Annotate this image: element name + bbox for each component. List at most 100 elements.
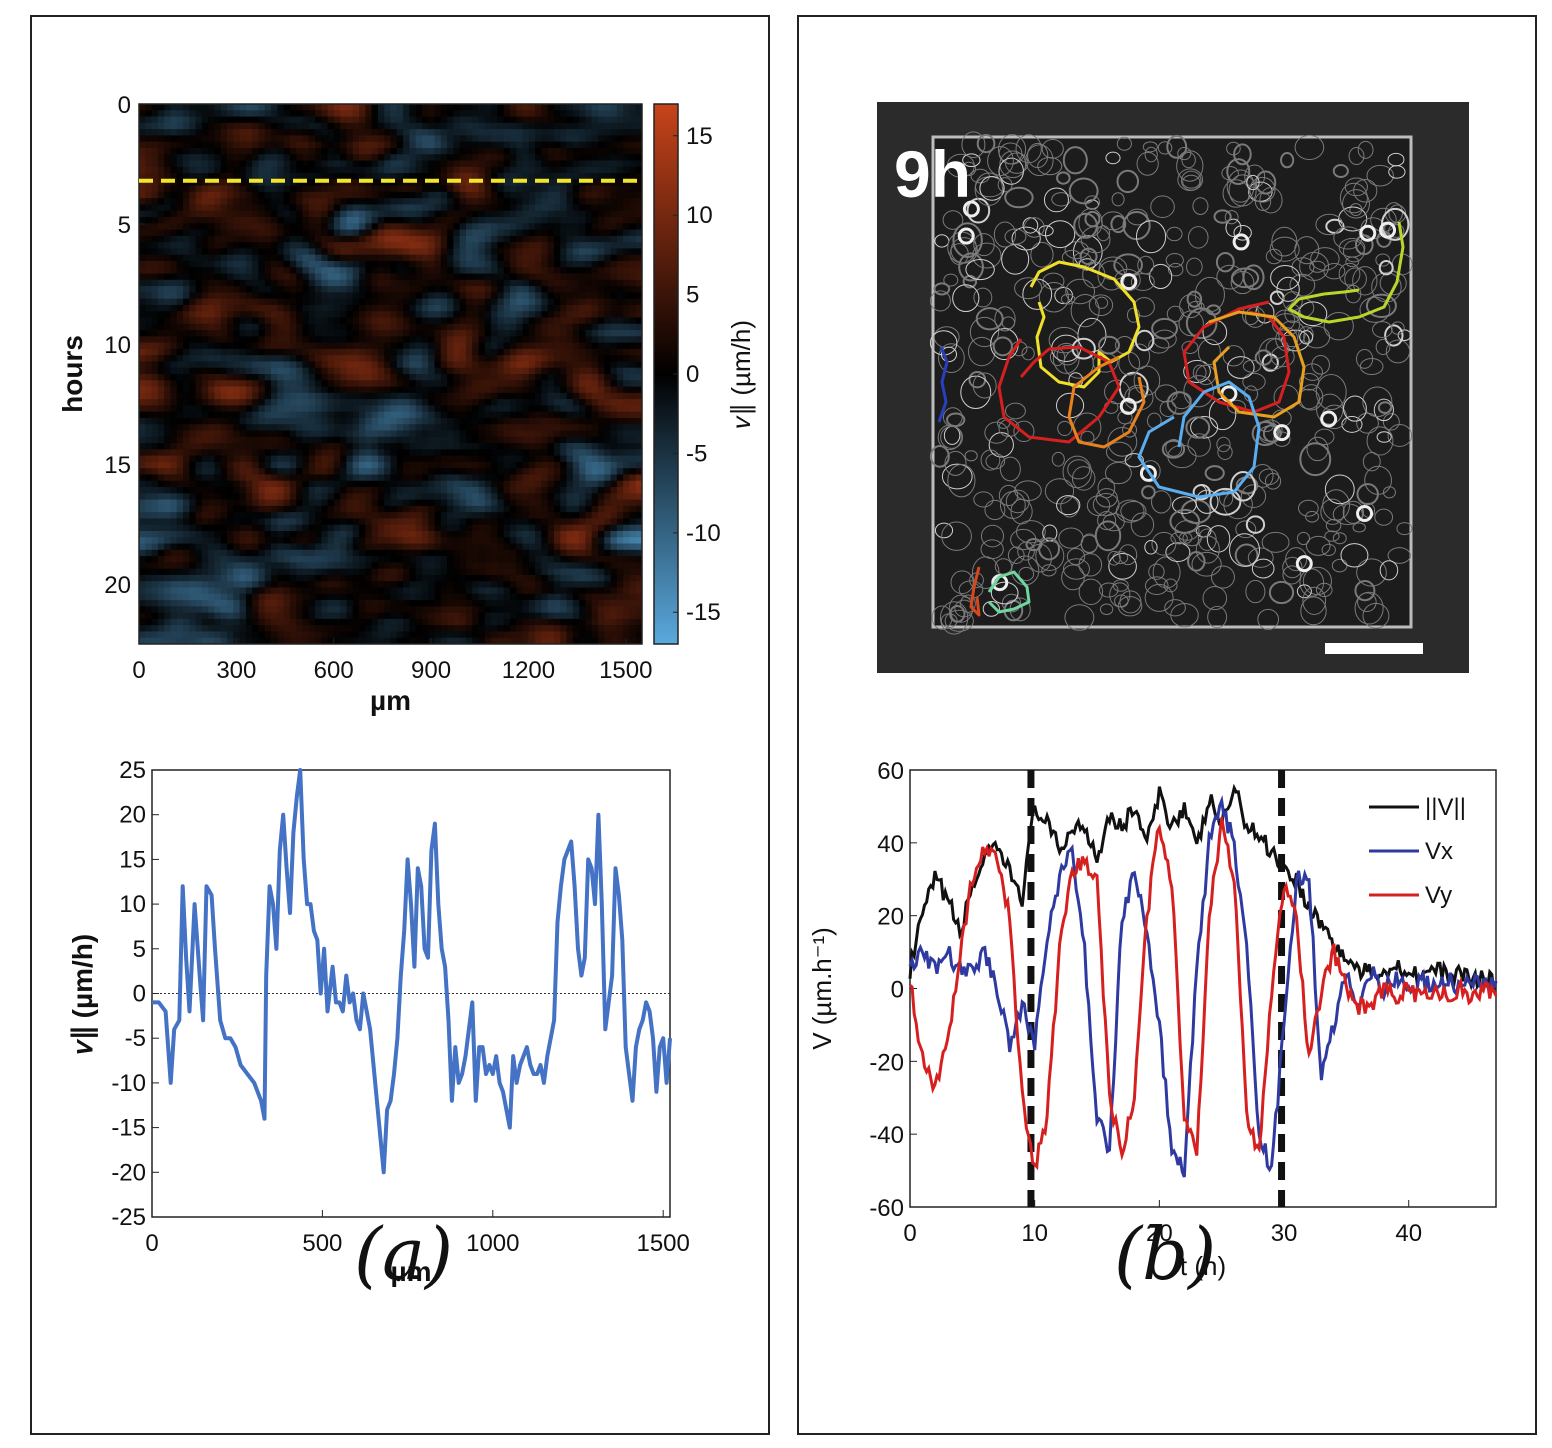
heatmap-cell (176, 430, 184, 438)
heatmap-cell (377, 110, 385, 117)
heatmap-cell (145, 147, 152, 155)
heatmap-cell (277, 455, 285, 463)
heatmap-cell (384, 461, 391, 469)
heatmap-cell (145, 348, 152, 356)
heatmap-cell (289, 493, 297, 500)
heatmap-cell (459, 468, 467, 475)
heatmap-cell (145, 380, 152, 387)
heatmap-cell (553, 235, 561, 243)
heatmap-cell (327, 254, 335, 262)
heatmap-cell (327, 223, 335, 230)
heatmap-cell (214, 122, 222, 130)
heatmap-cell (434, 173, 442, 180)
heatmap-cell (579, 210, 586, 218)
heatmap-cell (434, 141, 442, 149)
heatmap-cell (522, 355, 530, 362)
heatmap-cell (396, 292, 404, 300)
heatmap-cell (428, 286, 435, 293)
heatmap-cell (352, 317, 360, 325)
heatmap-cell (321, 260, 329, 268)
heatmap-cell (604, 198, 611, 205)
heatmap-cell (478, 279, 486, 287)
heatmap-cell (365, 430, 373, 438)
heatmap-cell (553, 330, 561, 337)
heatmap-cell (371, 411, 379, 419)
heatmap-cell (440, 367, 448, 375)
heatmap-cell (170, 468, 178, 475)
heatmap-cell (321, 135, 329, 143)
heatmap-cell (541, 430, 549, 438)
heatmap-cell (302, 141, 310, 149)
heatmap-cell (164, 223, 171, 230)
heatmap-cell (308, 223, 316, 230)
heatmap-cell (547, 104, 555, 111)
heatmap-cell (333, 154, 341, 161)
heatmap-cell (220, 461, 228, 469)
heatmap-cell (440, 154, 448, 161)
heatmap-cell (227, 411, 234, 419)
heatmap-cell (352, 311, 360, 318)
heatmap-cell (553, 392, 561, 400)
heatmap-cell (453, 217, 461, 224)
heatmap-cell (566, 286, 574, 293)
heatmap-cell (195, 355, 203, 362)
heatmap-cell (616, 480, 624, 488)
heatmap-cell (176, 191, 184, 199)
heatmap-cell (553, 242, 561, 249)
heatmap-cell (346, 173, 354, 180)
heatmap-cell (604, 173, 611, 180)
heatmap-cell (195, 392, 203, 400)
heatmap-cell (409, 223, 417, 230)
heatmap-cell (258, 386, 266, 394)
heatmap-cell (541, 229, 549, 237)
heatmap-cell (214, 330, 222, 337)
heatmap-cell (503, 110, 511, 117)
heatmap-cell (296, 217, 303, 224)
heatmap-cell (428, 242, 435, 249)
heatmap-cell (264, 223, 272, 230)
heatmap-cell (296, 386, 303, 394)
heatmap-cell (327, 260, 335, 268)
heatmap-cell (396, 204, 404, 212)
heatmap-cell (214, 348, 222, 356)
heatmap-cell (145, 160, 152, 168)
heatmap-cell (315, 104, 322, 111)
heatmap-cell (591, 399, 599, 406)
heatmap-cell (396, 223, 404, 230)
heatmap-cell (365, 323, 373, 331)
heatmap-cell (258, 449, 266, 457)
heatmap-cell (597, 361, 605, 369)
heatmap-cell (271, 342, 278, 350)
heatmap-cell (371, 336, 379, 344)
heatmap-cell (315, 386, 322, 394)
heatmap-cell (384, 210, 391, 218)
heatmap-cell (151, 110, 159, 117)
heatmap-cell (233, 336, 240, 344)
heatmap-cell (170, 342, 178, 350)
heatmap-cell (390, 436, 398, 444)
heatmap-cell (227, 380, 234, 387)
heatmap-cell (579, 286, 586, 293)
heatmap-cell (447, 330, 454, 337)
heatmap-cell (352, 417, 360, 425)
heatmap-cell (629, 129, 637, 136)
heatmap-cell (201, 292, 209, 300)
heatmap-cell (472, 424, 479, 431)
heatmap-cell (421, 267, 429, 274)
heatmap-cell (509, 367, 517, 375)
heatmap-cell (579, 386, 586, 394)
heatmap-cell (629, 311, 637, 318)
heatmap-cell (553, 166, 561, 174)
heatmap-cell (359, 493, 366, 500)
heatmap-cell (227, 348, 234, 356)
heatmap-cell (635, 367, 643, 375)
heatmap-cell (289, 405, 297, 413)
heatmap-cell (390, 386, 398, 394)
heatmap-cell (233, 330, 240, 337)
heatmap-cell (547, 449, 555, 457)
heatmap-cell (528, 129, 536, 136)
heatmap-cell (296, 405, 303, 413)
heatmap-cell (176, 361, 184, 369)
heatmap-cell (409, 443, 417, 450)
heatmap-cell (478, 217, 486, 224)
